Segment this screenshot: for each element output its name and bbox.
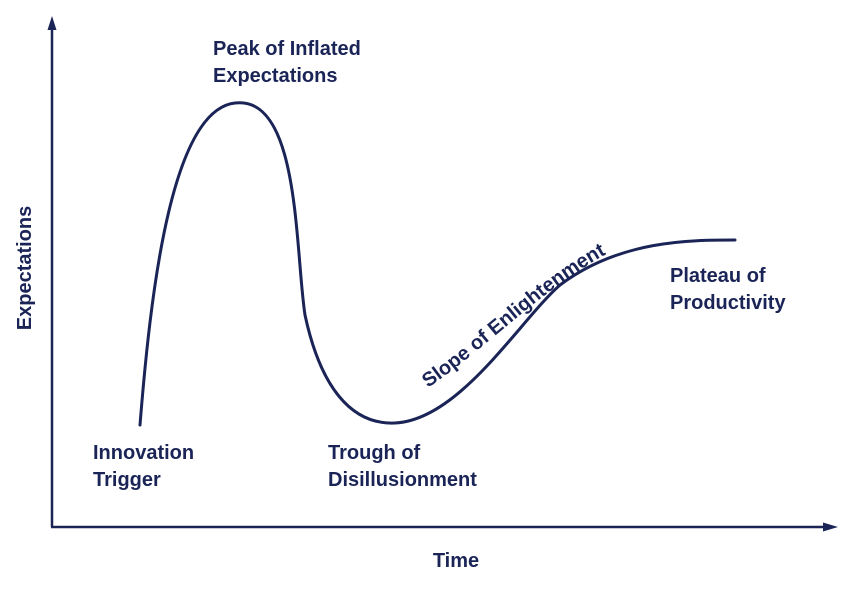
innovation-trigger-label-line2: Trigger xyxy=(93,469,161,491)
y-axis-arrowhead xyxy=(47,16,57,30)
y-axis-label: Expectations xyxy=(14,206,36,330)
slope-label-text: Slope of Enlightenment xyxy=(418,239,609,392)
hype-curve xyxy=(138,101,737,427)
x-axis-arrowhead xyxy=(823,522,838,532)
x-axis-label: Time xyxy=(433,550,479,572)
trough-label-line1: Trough of xyxy=(328,442,421,464)
trough-label-line2: Disillusionment xyxy=(328,469,477,491)
plateau-label-line1: Plateau of xyxy=(670,265,766,287)
peak-label-line1: Peak of Inflated xyxy=(213,38,361,60)
slope-label: Slope of Enlightenment xyxy=(418,239,609,392)
plateau-label-line2: Productivity xyxy=(670,292,786,314)
peak-label-line2: Expectations xyxy=(213,65,337,87)
innovation-trigger-label-line1: Innovation xyxy=(93,442,194,464)
